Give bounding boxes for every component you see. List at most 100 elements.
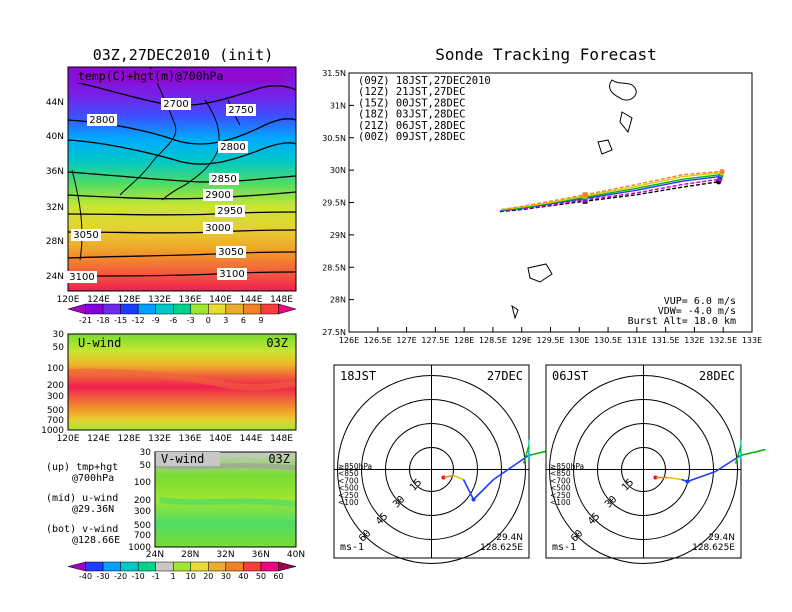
v-pressure-label: 700: [134, 531, 151, 541]
legend-note-line2: @29.36N: [72, 504, 114, 515]
wind-colorbar-label: -30: [97, 572, 110, 581]
track-lat-label: 30N: [330, 166, 346, 175]
track-lon-label: 133E: [742, 336, 762, 345]
contour-label-bg: [216, 246, 246, 258]
u-wind-field: [68, 334, 296, 430]
colorbar-swatch: [172, 303, 192, 315]
track-lon-label: 131E: [627, 336, 647, 345]
right-title: Sonde Tracking Forecast: [435, 45, 657, 64]
wind-colorbar-label: -40: [79, 572, 92, 581]
colorbar-swatch: [190, 303, 209, 315]
wind-colorbar-label: -10: [132, 572, 145, 581]
legend-note-line1: (mid) u-wind: [46, 493, 118, 504]
track-legend-entry: (00Z) 09JST,28DEC: [358, 131, 465, 143]
u-pressure-label: 500: [47, 406, 64, 416]
u-pressure-label: 200: [47, 381, 64, 391]
wind-colorbar-swatch: [208, 561, 227, 572]
map-lat-label: 28N: [46, 237, 64, 247]
colorbar-label: 6: [241, 316, 246, 325]
u-wind-lon-labels: 120E 124E 128E 132E 136E 140E 144E 148E: [57, 434, 294, 444]
map-frame: [67, 66, 297, 292]
hodo-level-legend: <500: [550, 484, 571, 493]
map-lon-label: 132E: [148, 295, 171, 305]
v-pressure-label: 100: [134, 478, 151, 488]
contour-label-bg: [218, 141, 248, 153]
colorbar-label: -12: [132, 316, 145, 325]
coastline-japan: [161, 99, 220, 201]
colorbar-swatch: [278, 303, 297, 315]
track-param: VDW= -4.0 m/s: [658, 306, 736, 317]
contour-label: 3100: [69, 272, 94, 283]
hodo-date-label: 28DEC: [699, 369, 735, 383]
wind-colorbar-swatch: [85, 561, 104, 572]
colorbar-swatch: [85, 303, 104, 315]
temp-height-map: temp(C)+hgt(m)@700hPa 2700 2750 2800 2800 28…: [46, 66, 297, 305]
track-param: VUP= 6.0 m/s: [664, 296, 736, 307]
hodo-trace-upper-2: [522, 445, 530, 464]
map-lon-label: 148E: [270, 295, 293, 305]
hodo-date-label: 27DEC: [487, 369, 523, 383]
map-lat-label: 44N: [46, 98, 64, 108]
track-lat-labels: 31.5N 31N 30.5N 30N 29.5N 29N 28.5N 28N 27.5N: [322, 69, 354, 337]
contour-label-bg: [226, 104, 256, 116]
track-lat-label: 29N: [330, 231, 346, 240]
colorbar-label: -9: [152, 316, 160, 325]
hodo-trace-segment: [667, 476, 682, 481]
wind-colorbar-label: 20: [203, 572, 213, 581]
contour-label-bg: [203, 222, 233, 234]
hodo-lat-label: 29.4N: [708, 533, 735, 543]
contour-label-bg: [161, 98, 191, 110]
contour-label-bg: [215, 205, 245, 217]
v-pressure-label: 500: [134, 521, 151, 531]
wind-colorbar-swatch: [137, 561, 156, 572]
map-lon-label: 144E: [240, 295, 263, 305]
map-lat-label: 32N: [46, 203, 64, 213]
left-title: 03Z,27DEC2010 (init): [93, 46, 274, 64]
track-lon-label: 127.5E: [421, 336, 449, 345]
contour-label: 2950: [217, 206, 242, 217]
v-lat-label: 24N: [146, 550, 164, 560]
map-lat-label: 24N: [46, 272, 64, 282]
u-pressure-label: 30: [53, 330, 65, 340]
track-legend-entry: (12Z) 21JST,27DEC: [358, 86, 465, 98]
contour-label: 2900: [205, 190, 230, 201]
island-3: [597, 139, 613, 155]
panel-legend-notes: (up) tmp+hgt@700hPa (mid) u-wind@29.36N (b…: [46, 462, 120, 546]
hodo-level-legend: ≥850hPa: [550, 462, 584, 471]
colorbar-label: 3: [223, 316, 228, 325]
track-end-point-5: [719, 168, 725, 175]
island-amami: [527, 263, 553, 283]
u-lon-label: 124E: [87, 434, 110, 444]
map-lon-label: 136E: [179, 295, 202, 305]
v-wind-time: 03Z: [268, 452, 290, 466]
u-lon-label: 136E: [179, 434, 202, 444]
track-legend-entry: (21Z) 06JST,28DEC: [358, 120, 465, 132]
v-wind-frame: [154, 451, 297, 548]
hodo-level-legend: <250: [338, 491, 359, 500]
v-wind-label-bg: [156, 452, 220, 466]
wind-colorbar: -40 -30 -20 -10 -1 1 10 20 30 40 50 60: [67, 561, 297, 581]
track-lon-label: 132.5E: [709, 336, 737, 345]
track-legend-entry: (15Z) 00JST,28DEC: [358, 97, 465, 109]
contour-label: 2850: [211, 174, 236, 185]
track-lon-label: 131.5E: [652, 336, 680, 345]
hodo-trace-segment: [462, 479, 475, 500]
track-lon-label: 130.5E: [594, 336, 622, 345]
hodo-level-legend: <700: [338, 476, 359, 485]
map-lat-label: 36N: [46, 167, 64, 177]
hodo-trace-upper: [739, 439, 742, 460]
v-wind-label: V-wind: [161, 452, 204, 466]
legend-note-line1: (bot) v-wind: [46, 524, 118, 535]
v-lat-label: 40N: [287, 550, 305, 560]
contour-label-bg: [217, 268, 247, 280]
hodo-time-label: 18JST: [340, 369, 376, 383]
contour-label: 3100: [219, 269, 244, 280]
hodo-trace-segment: [443, 474, 454, 479]
hodo-trace-segment: [740, 448, 766, 457]
v-lat-label: 32N: [216, 550, 234, 560]
hodo-time-label: 06JST: [552, 369, 588, 383]
wind-colorbar-swatch: [120, 561, 139, 572]
